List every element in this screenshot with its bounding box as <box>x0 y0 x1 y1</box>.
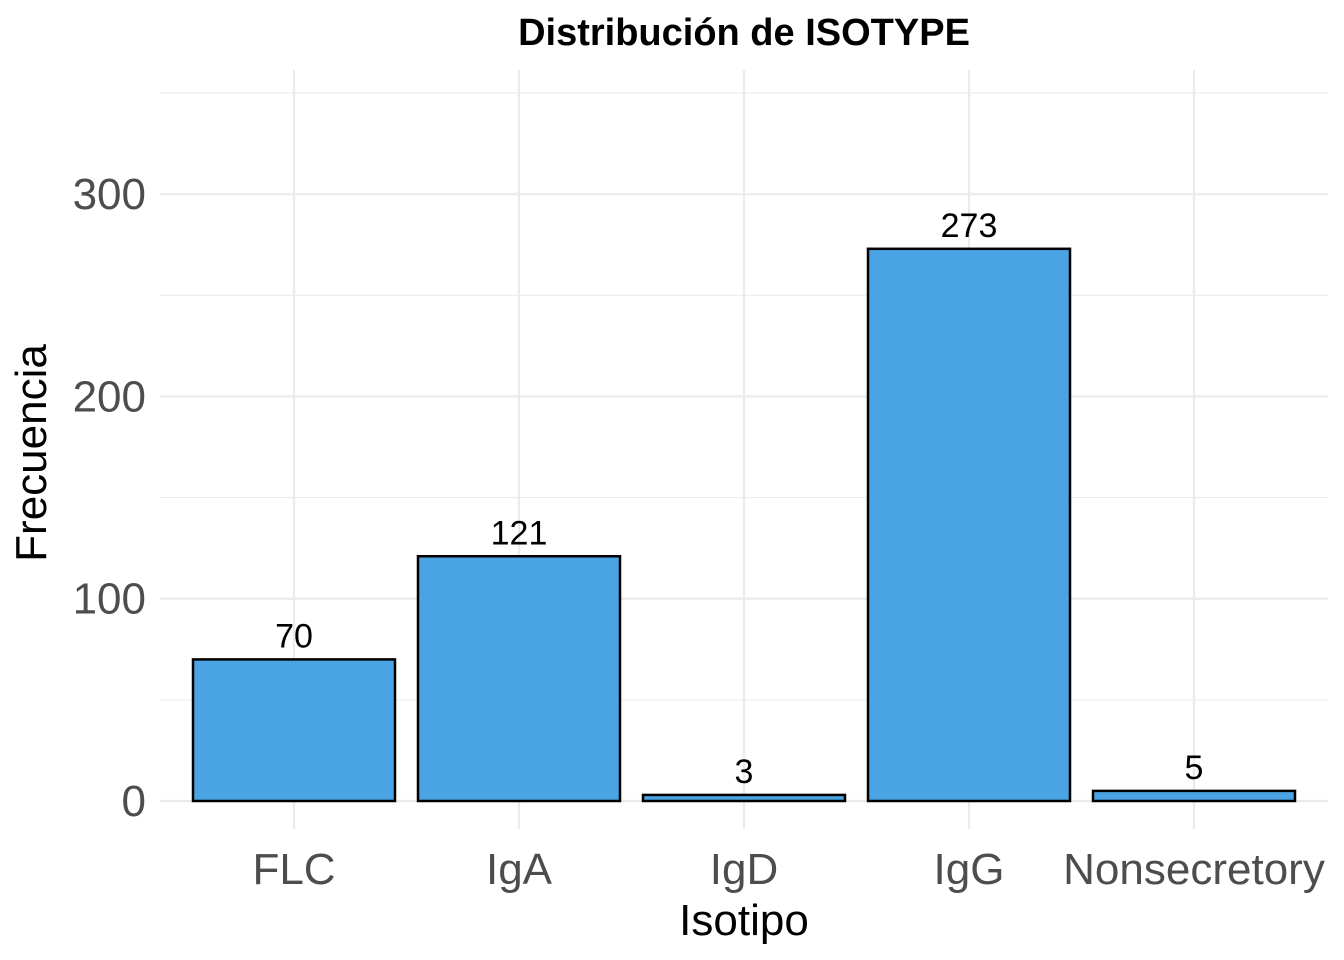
bar-igg <box>866 247 1072 803</box>
data-labels: 70 121 3 273 5 <box>275 207 1203 791</box>
data-label: 3 <box>735 753 754 791</box>
data-label: 121 <box>491 514 548 552</box>
chart-title: Distribución de ISOTYPE <box>518 12 970 54</box>
bar-iga <box>416 555 622 803</box>
bar-igd <box>641 793 847 803</box>
y-tick-label: 300 <box>73 170 146 219</box>
bars <box>191 247 1297 803</box>
data-label: 70 <box>275 617 313 655</box>
bar-nonsecretory <box>1091 789 1297 803</box>
x-axis-title: Isotipo <box>679 896 809 945</box>
x-tick-label: IgA <box>486 845 553 894</box>
y-axis-title: Frecuencia <box>7 344 56 562</box>
x-tick-label: IgG <box>934 845 1005 894</box>
y-axis-ticks: 0 100 200 300 <box>73 170 146 826</box>
y-tick-label: 100 <box>73 575 146 624</box>
x-tick-label: IgD <box>710 845 778 894</box>
x-tick-label: Nonsecretory <box>1063 845 1325 894</box>
y-tick-label: 200 <box>73 372 146 421</box>
x-tick-label: FLC <box>252 845 335 894</box>
data-label: 273 <box>941 207 998 245</box>
y-tick-label: 0 <box>122 777 146 826</box>
x-axis-ticks: FLC IgA IgD IgG Nonsecretory <box>252 845 1324 894</box>
bar-flc <box>191 658 397 803</box>
data-label: 5 <box>1185 749 1204 787</box>
